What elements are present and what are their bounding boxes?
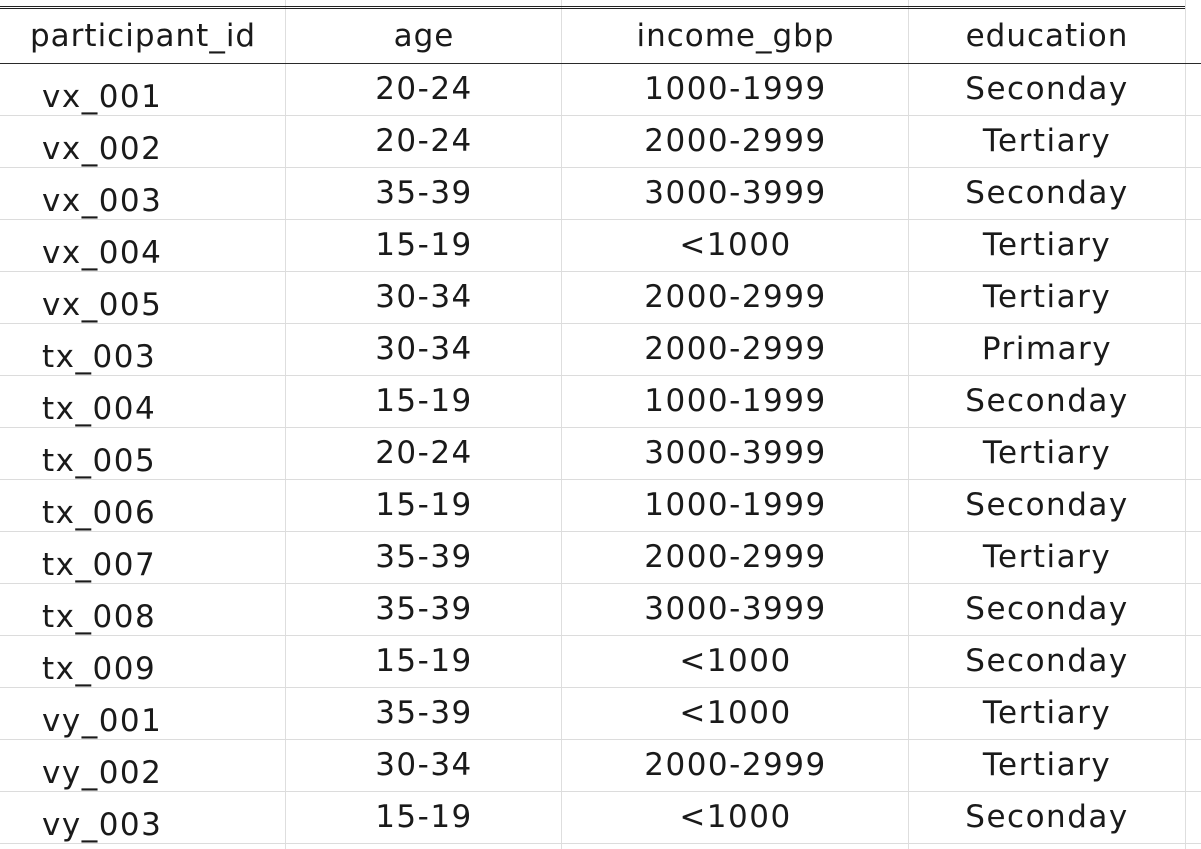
cell-participant-id[interactable]: vx_001 [42,78,163,115]
cell-participant-id[interactable]: vy_003 [42,806,163,843]
cell-education[interactable]: Seconday [965,642,1129,679]
table-row: tx_004 15-19 1000-1999 Seconday [0,376,1201,428]
cell-education[interactable]: Tertiary [982,122,1112,159]
cell-education[interactable]: Tertiary [982,226,1112,263]
cell-age[interactable]: 30-34 [375,330,473,367]
cell-age[interactable]: 15-19 [375,486,473,523]
cell-education[interactable]: Seconday [965,486,1129,523]
table-top-border [0,8,1185,9]
cell-participant-id[interactable]: tx_003 [42,338,157,375]
cell-education[interactable]: Seconday [965,174,1129,211]
cell-participant-id[interactable]: tx_009 [42,650,157,687]
cell-age[interactable]: 35-39 [375,694,473,731]
cell-income-gbp[interactable]: 2000-2999 [644,538,827,575]
cell-participant-id[interactable]: tx_008 [42,598,157,635]
table-row: vx_001 20-24 1000-1999 Seconday [0,64,1201,116]
cell-education[interactable]: Seconday [965,798,1129,835]
table-row: tx_009 15-19 <1000 Seconday [0,636,1201,688]
column-header-income-gbp[interactable]: income_gbp [636,17,835,54]
cell-participant-id[interactable]: tx_006 [42,494,157,531]
table-row: tx_008 35-39 3000-3999 Seconday [0,584,1201,636]
cell-age[interactable]: 30-34 [375,746,473,783]
cell-age[interactable]: 15-19 [375,642,473,679]
cell-age[interactable]: 30-34 [375,278,473,315]
table-row: tx_006 15-19 1000-1999 Seconday [0,480,1201,532]
table-top-border [0,6,1185,7]
cell-income-gbp[interactable]: 2000-2999 [644,330,827,367]
cell-participant-id[interactable]: tx_004 [42,390,157,427]
table-row: tx_003 30-34 2000-2999 Primary [0,324,1201,376]
table-row: vx_005 30-34 2000-2999 Tertiary [0,272,1201,324]
cell-age[interactable]: 20-24 [375,122,473,159]
cell-age[interactable]: 35-39 [375,590,473,627]
cell-education[interactable]: Primary [981,330,1113,367]
cell-age[interactable]: 35-39 [375,538,473,575]
table-row: tx_005 20-24 3000-3999 Tertiary [0,428,1201,480]
cell-participant-id[interactable]: vy_001 [42,702,163,739]
cell-education[interactable]: Tertiary [982,694,1112,731]
column-divider [1185,0,1186,849]
cell-participant-id[interactable]: tx_005 [42,442,157,479]
cell-income-gbp[interactable]: <1000 [679,642,792,679]
cell-income-gbp[interactable]: 3000-3999 [644,590,827,627]
cell-income-gbp[interactable]: 2000-2999 [644,746,827,783]
column-header-age[interactable]: age [393,17,455,54]
cell-income-gbp[interactable]: <1000 [679,226,792,263]
table-row: vy_001 35-39 <1000 Tertiary [0,688,1201,740]
table-row: vx_002 20-24 2000-2999 Tertiary [0,116,1201,168]
cell-education[interactable]: Seconday [965,590,1129,627]
header-row: participant_id age income_gbp education [0,8,1201,64]
table-row: tx_007 35-39 2000-2999 Tertiary [0,532,1201,584]
cell-education[interactable]: Seconday [965,70,1129,107]
table-row: vx_003 35-39 3000-3999 Seconday [0,168,1201,220]
column-header-participant-id[interactable]: participant_id [30,17,257,54]
cell-age[interactable]: 20-24 [375,434,473,471]
cell-age[interactable]: 20-24 [375,70,473,107]
table-row: vx_004 15-19 <1000 Tertiary [0,220,1201,272]
cell-income-gbp[interactable]: 2000-2999 [644,122,827,159]
cell-participant-id[interactable]: tx_007 [42,546,157,583]
cell-participant-id[interactable]: vx_002 [42,130,163,167]
cell-education[interactable]: Tertiary [982,278,1112,315]
cell-income-gbp[interactable]: 3000-3999 [644,174,827,211]
cell-education[interactable]: Seconday [965,382,1129,419]
cell-income-gbp[interactable]: 3000-3999 [644,434,827,471]
cell-participant-id[interactable]: vx_003 [42,182,163,219]
cell-income-gbp[interactable]: <1000 [679,694,792,731]
cell-age[interactable]: 15-19 [375,226,473,263]
cell-income-gbp[interactable]: 1000-1999 [644,70,827,107]
cell-education[interactable]: Tertiary [982,746,1112,783]
column-divider [285,0,286,849]
cell-age[interactable]: 15-19 [375,382,473,419]
column-divider [561,0,562,849]
cell-income-gbp[interactable]: 1000-1999 [644,382,827,419]
cell-age[interactable]: 15-19 [375,798,473,835]
cell-age[interactable]: 35-39 [375,174,473,211]
cell-income-gbp[interactable]: <1000 [679,798,792,835]
table-row: vy_002 30-34 2000-2999 Tertiary [0,740,1201,792]
cell-participant-id[interactable]: vx_005 [42,286,163,323]
cell-participant-id[interactable]: vx_004 [42,234,163,271]
cell-income-gbp[interactable]: 2000-2999 [644,278,827,315]
column-header-education[interactable]: education [965,17,1129,54]
cell-income-gbp[interactable]: 1000-1999 [644,486,827,523]
column-divider [908,0,909,849]
cell-participant-id[interactable]: vy_002 [42,754,163,791]
table-row: vy_003 15-19 <1000 Seconday [0,792,1201,844]
cell-education[interactable]: Tertiary [982,434,1112,471]
cell-education[interactable]: Tertiary [982,538,1112,575]
